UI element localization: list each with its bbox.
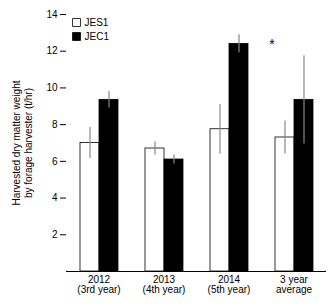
svg-text:12: 12 bbox=[46, 45, 58, 56]
svg-text:10: 10 bbox=[46, 82, 58, 93]
svg-text:*: * bbox=[269, 36, 275, 52]
svg-text:2013(4th year): 2013(4th year) bbox=[143, 274, 186, 295]
svg-text:3 yearaverage: 3 yearaverage bbox=[276, 274, 313, 295]
svg-text:2014(5th year): 2014(5th year) bbox=[208, 274, 251, 295]
svg-text:2: 2 bbox=[52, 229, 58, 240]
svg-text:JES1: JES1 bbox=[85, 17, 109, 28]
svg-text:14: 14 bbox=[46, 9, 58, 20]
svg-text:8: 8 bbox=[52, 119, 58, 130]
svg-text:2012(3rd year): 2012(3rd year) bbox=[77, 274, 120, 295]
svg-text:4: 4 bbox=[52, 192, 58, 203]
svg-text:JEC1: JEC1 bbox=[85, 31, 110, 42]
svg-text:Harvested dry matter weightby: Harvested dry matter weightby forage har… bbox=[11, 80, 34, 205]
svg-text:6: 6 bbox=[52, 156, 58, 167]
